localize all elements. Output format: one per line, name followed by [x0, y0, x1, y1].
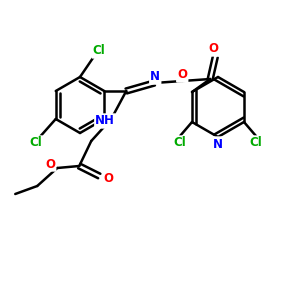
- Text: O: O: [45, 158, 55, 170]
- Text: O: O: [103, 172, 113, 184]
- Text: N: N: [150, 70, 160, 83]
- Text: O: O: [177, 68, 187, 82]
- Text: O: O: [208, 43, 218, 56]
- Text: Cl: Cl: [93, 44, 105, 58]
- Text: Cl: Cl: [250, 136, 262, 149]
- Text: Cl: Cl: [29, 136, 42, 149]
- Text: N: N: [213, 137, 223, 151]
- Text: Cl: Cl: [174, 136, 186, 149]
- Text: NH: NH: [95, 115, 115, 128]
